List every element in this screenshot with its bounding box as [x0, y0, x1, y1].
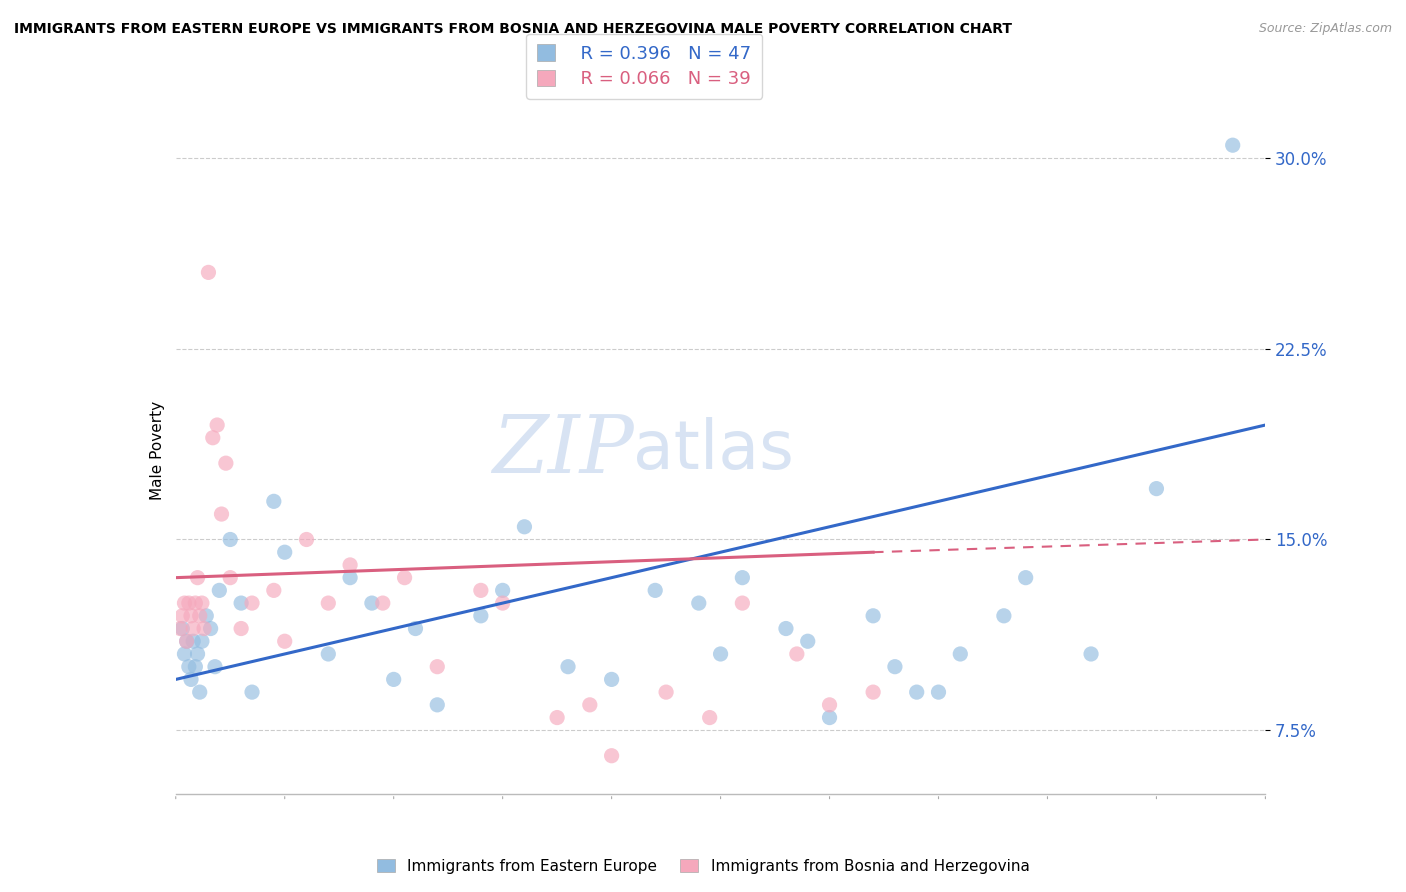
Point: [169, 622, 191, 636]
Point: [655, 685, 678, 699]
Point: [644, 583, 666, 598]
Point: [263, 494, 285, 508]
Point: [1080, 647, 1102, 661]
Point: [186, 571, 209, 585]
Point: [688, 596, 710, 610]
Point: [318, 596, 340, 610]
Point: [186, 647, 209, 661]
Point: [1146, 482, 1168, 496]
Text: ZIP: ZIP: [492, 412, 633, 489]
Point: [862, 685, 884, 699]
Legend: Immigrants from Eastern Europe, Immigrants from Bosnia and Herzegovina: Immigrants from Eastern Europe, Immigran…: [370, 853, 1036, 880]
Point: [1222, 138, 1244, 153]
Point: [219, 533, 242, 547]
Point: [204, 659, 226, 673]
Point: [775, 622, 797, 636]
Point: [339, 558, 361, 572]
Text: IMMIGRANTS FROM EASTERN EUROPE VS IMMIGRANTS FROM BOSNIA AND HERZEGOVINA MALE PO: IMMIGRANTS FROM EASTERN EUROPE VS IMMIGR…: [14, 22, 1012, 37]
Point: [173, 596, 195, 610]
Point: [200, 622, 222, 636]
Point: [188, 685, 211, 699]
Point: [579, 698, 602, 712]
Point: [211, 507, 233, 521]
Point: [600, 673, 623, 687]
Point: [557, 659, 579, 673]
Point: [219, 571, 242, 585]
Point: [205, 417, 228, 432]
Point: [884, 659, 907, 673]
Point: [818, 698, 841, 712]
Point: [176, 634, 198, 648]
Point: [731, 571, 754, 585]
Point: [862, 608, 884, 623]
Point: [797, 634, 820, 648]
Point: [361, 596, 384, 610]
Text: Source: ZipAtlas.com: Source: ZipAtlas.com: [1258, 22, 1392, 36]
Point: [492, 583, 515, 598]
Point: [546, 710, 568, 724]
Point: [371, 596, 394, 610]
Point: [339, 571, 361, 585]
Point: [177, 596, 200, 610]
Point: [184, 596, 207, 610]
Point: [181, 634, 204, 648]
Legend:   R = 0.396   N = 47,   R = 0.066   N = 39: R = 0.396 N = 47, R = 0.066 N = 39: [526, 34, 762, 99]
Point: [470, 608, 492, 623]
Point: [188, 608, 211, 623]
Point: [600, 748, 623, 763]
Point: [513, 520, 536, 534]
Point: [240, 685, 263, 699]
Point: [181, 622, 204, 636]
Point: [405, 622, 427, 636]
Point: [426, 659, 449, 673]
Point: [699, 710, 721, 724]
Point: [382, 673, 405, 687]
Point: [180, 608, 202, 623]
Point: [215, 456, 238, 470]
Point: [295, 533, 318, 547]
Point: [274, 545, 297, 559]
Point: [492, 596, 515, 610]
Y-axis label: Male Poverty: Male Poverty: [149, 401, 165, 500]
Point: [180, 673, 202, 687]
Text: atlas: atlas: [633, 417, 794, 483]
Point: [274, 634, 297, 648]
Point: [786, 647, 808, 661]
Point: [231, 622, 253, 636]
Point: [193, 622, 215, 636]
Point: [172, 622, 194, 636]
Point: [928, 685, 950, 699]
Point: [184, 659, 207, 673]
Point: [394, 571, 416, 585]
Point: [426, 698, 449, 712]
Point: [201, 431, 224, 445]
Point: [177, 659, 200, 673]
Point: [172, 608, 194, 623]
Point: [240, 596, 263, 610]
Point: [191, 596, 214, 610]
Point: [263, 583, 285, 598]
Point: [470, 583, 492, 598]
Point: [905, 685, 928, 699]
Point: [191, 634, 214, 648]
Point: [208, 583, 231, 598]
Point: [818, 710, 841, 724]
Point: [173, 647, 195, 661]
Point: [197, 265, 219, 279]
Point: [318, 647, 340, 661]
Point: [731, 596, 754, 610]
Point: [176, 634, 198, 648]
Point: [1015, 571, 1038, 585]
Point: [710, 647, 733, 661]
Point: [195, 608, 218, 623]
Point: [993, 608, 1015, 623]
Point: [231, 596, 253, 610]
Point: [949, 647, 972, 661]
